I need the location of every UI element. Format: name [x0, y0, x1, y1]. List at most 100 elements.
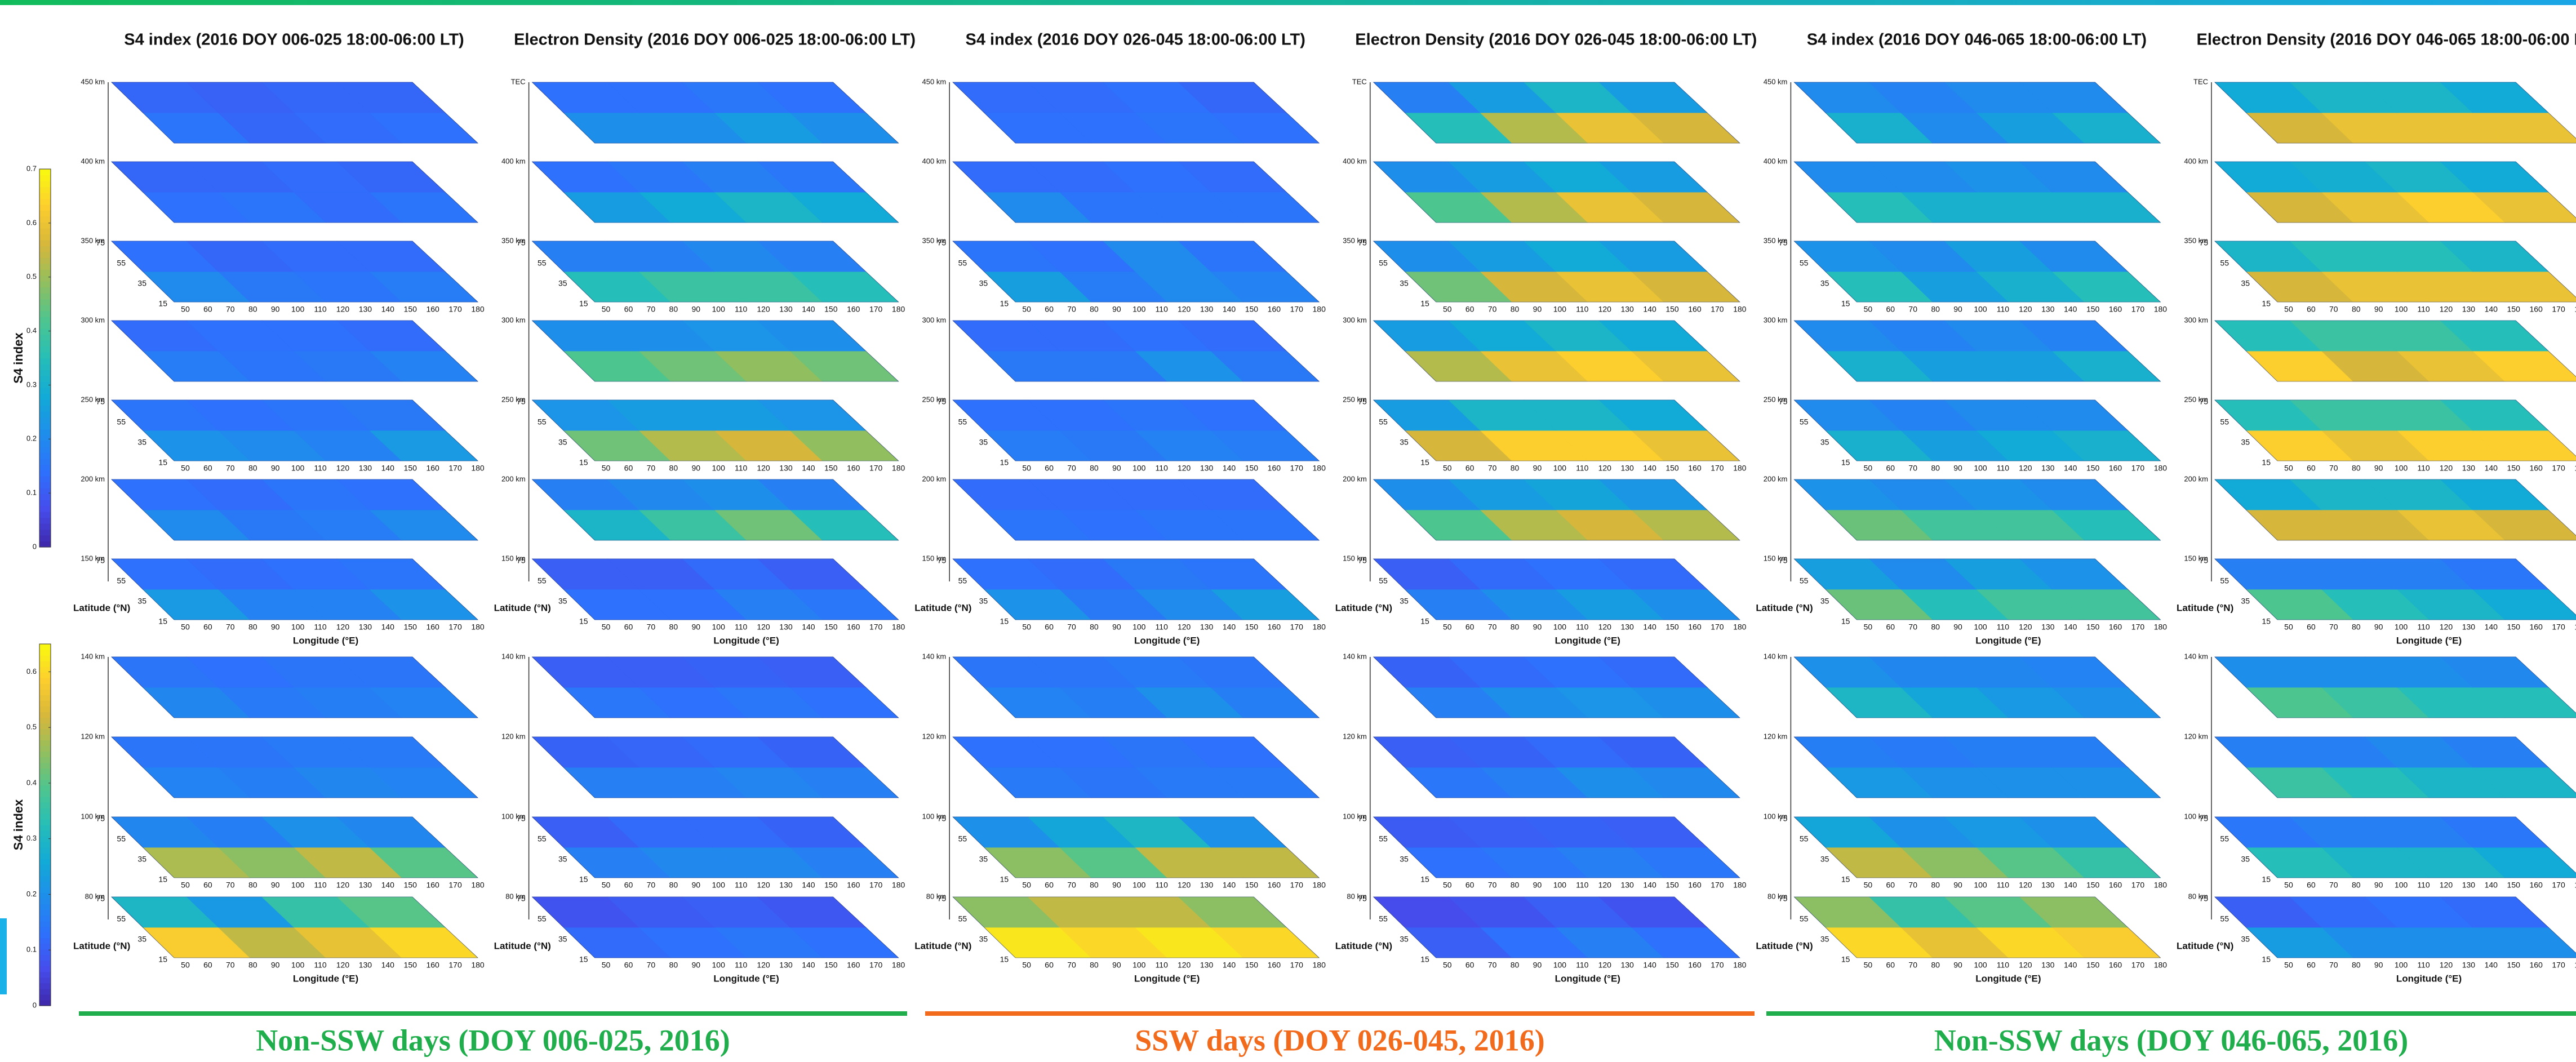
- lon-tick-label: 120: [757, 881, 770, 890]
- altitude-label: 120 km: [501, 732, 526, 740]
- lon-tick-label: 170: [1711, 305, 1724, 314]
- lon-tick-label: 110: [1997, 305, 2010, 314]
- map-layer: [2215, 559, 2576, 620]
- lat-tick-label: 75: [517, 556, 526, 565]
- altitude-label: 200 km: [1764, 474, 1788, 483]
- lat-axis-label: Latitude (°N): [494, 940, 551, 951]
- map-layer: [1374, 400, 1740, 461]
- lon-tick-label: 140: [802, 305, 815, 314]
- lon-tick-label: 60: [1465, 623, 1474, 632]
- lon-tick-label: 80: [248, 961, 257, 970]
- lon-tick-label: 100: [712, 623, 726, 632]
- lon-tick-label: 50: [1022, 623, 1031, 632]
- colorbar-swatch: [39, 393, 51, 399]
- colorbar-swatch: [39, 700, 51, 706]
- lat-tick-label: 55: [538, 834, 547, 843]
- lon-tick-label: 70: [647, 961, 656, 970]
- colorbar-swatch: [39, 825, 51, 831]
- map-layer: [953, 657, 1319, 718]
- lat-axis-label: Latitude (°N): [1756, 940, 1813, 951]
- lon-tick-label: 180: [1733, 464, 1747, 473]
- colorbar-swatch: [39, 757, 51, 763]
- lat-tick-label: 55: [1800, 417, 1809, 426]
- lon-tick-label: 130: [1200, 881, 1214, 890]
- colorbar-swatch: [39, 752, 51, 758]
- lon-tick-label: 80: [1511, 464, 1520, 473]
- lat-tick-label: 75: [96, 556, 105, 565]
- lat-tick-label: 35: [558, 935, 567, 944]
- lon-tick-label: 160: [847, 961, 860, 970]
- colorbar-swatch: [39, 210, 51, 216]
- lon-tick-label: 110: [1576, 881, 1589, 890]
- colorbar-swatch: [39, 887, 51, 893]
- lon-tick-label: 150: [824, 623, 838, 632]
- lon-tick-label: 170: [2131, 305, 2145, 314]
- colorbar-swatch: [39, 655, 51, 661]
- colorbar-swatch: [39, 678, 51, 684]
- colorbar-swatch: [39, 535, 51, 541]
- lon-tick-label: 70: [2329, 623, 2338, 632]
- lat-tick-label: 35: [1820, 855, 1829, 864]
- lon-tick-label: 130: [359, 305, 372, 314]
- altitude-label: 400 km: [1764, 157, 1788, 165]
- lon-tick-label: 170: [2552, 305, 2565, 314]
- lon-tick-label: 180: [892, 961, 905, 970]
- lon-tick-label: 160: [2529, 464, 2543, 473]
- lat-tick-label: 35: [1400, 855, 1409, 864]
- lon-tick-label: 120: [757, 961, 770, 970]
- lon-axis-label: Longitude (°E): [293, 973, 358, 984]
- lat-tick-label: 55: [2220, 834, 2229, 843]
- colorbar-swatch: [39, 186, 51, 193]
- lat-tick-label: 35: [558, 438, 567, 447]
- colorbar-swatch: [39, 977, 51, 984]
- lon-tick-label: 130: [2462, 305, 2476, 314]
- lon-tick-label: 80: [1931, 464, 1940, 473]
- lon-tick-label: 120: [336, 464, 350, 473]
- lon-tick-label: 120: [336, 961, 350, 970]
- map-layer: [2215, 321, 2576, 381]
- altitude-label: 400 km: [1343, 157, 1367, 165]
- lon-tick-label: 140: [1643, 881, 1656, 890]
- lon-tick-label: 170: [448, 305, 462, 314]
- lon-tick-label: 90: [1112, 961, 1121, 970]
- lon-tick-label: 80: [1090, 881, 1099, 890]
- lon-tick-label: 150: [404, 305, 418, 314]
- lon-tick-label: 80: [1090, 305, 1099, 314]
- lon-tick-label: 60: [1886, 881, 1895, 890]
- lon-tick-label: 90: [691, 623, 700, 632]
- lon-tick-label: 160: [2529, 305, 2543, 314]
- lon-tick-label: 60: [2307, 961, 2316, 970]
- lon-tick-label: 100: [291, 961, 305, 970]
- lon-tick-label: 140: [1223, 464, 1236, 473]
- lon-tick-label: 180: [2154, 623, 2168, 632]
- lon-tick-label: 130: [359, 961, 372, 970]
- colorbar-swatch: [39, 938, 51, 944]
- colorbar-swatch: [39, 193, 51, 199]
- lon-tick-label: 150: [2507, 305, 2521, 314]
- colorbar-swatch: [39, 864, 51, 870]
- lon-tick-label: 100: [712, 961, 726, 970]
- lat-tick-label: 55: [117, 914, 126, 923]
- lon-axis-label: Longitude (°E): [2396, 635, 2462, 646]
- lon-tick-label: 130: [779, 623, 793, 632]
- colorbar-tick-label: 0.2: [26, 434, 37, 443]
- map-layer: [2215, 82, 2576, 143]
- lon-tick-label: 60: [624, 623, 633, 632]
- lat-tick-label: 75: [1779, 238, 1788, 247]
- lon-tick-label: 100: [1974, 305, 1987, 314]
- lon-tick-label: 170: [2131, 464, 2145, 473]
- lon-tick-label: 130: [779, 961, 793, 970]
- lat-tick-label: 75: [1358, 238, 1367, 247]
- top-bar: [0, 0, 2576, 5]
- colorbar-swatch: [39, 847, 51, 854]
- lat-tick-label: 75: [938, 556, 947, 565]
- lon-tick-label: 110: [1576, 305, 1589, 314]
- lon-tick-label: 70: [226, 623, 235, 632]
- lon-tick-label: 170: [1711, 881, 1724, 890]
- colorbar-swatch: [39, 246, 51, 252]
- colorbar-swatch: [39, 916, 51, 922]
- lon-tick-label: 120: [336, 305, 350, 314]
- lon-tick-label: 130: [779, 464, 793, 473]
- lon-tick-label: 130: [2041, 305, 2055, 314]
- lon-tick-label: 60: [203, 305, 212, 314]
